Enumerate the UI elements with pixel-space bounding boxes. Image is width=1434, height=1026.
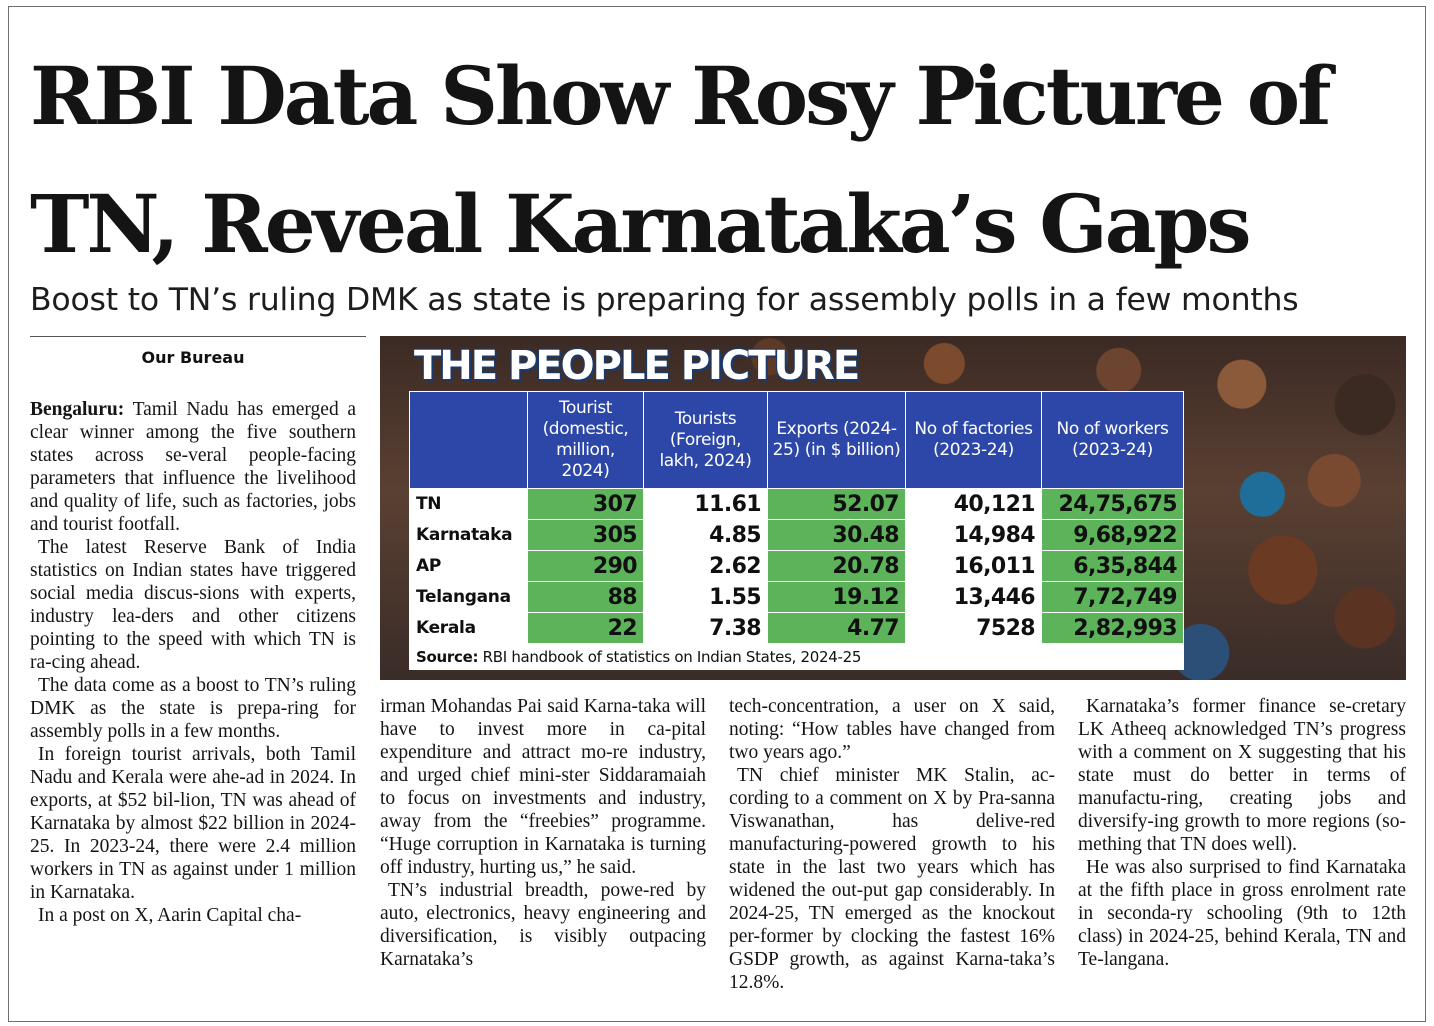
table-row: Telangana 88 1.55 19.12 13,446 7,72,749 bbox=[409, 581, 1184, 613]
table-row: TN 307 11.61 52.07 40,121 24,75,675 bbox=[409, 488, 1184, 520]
column-header: Tourists (Foreign, lakh, 2024) bbox=[643, 391, 768, 489]
table-cell: 4.85 bbox=[643, 519, 768, 551]
page-border bbox=[8, 6, 1426, 1022]
article-paragraph: In a post on X, Aarin Capital cha- bbox=[38, 905, 302, 926]
headline-line-2: TN, Reveal Karnataka’s Gaps bbox=[30, 177, 1252, 271]
column-header bbox=[409, 391, 528, 489]
table-row: Karnataka 305 4.85 30.48 14,984 9,68,922 bbox=[409, 519, 1184, 551]
state-cell: Karnataka bbox=[409, 519, 528, 551]
article-paragraph: In foreign tourist arrivals, both Tamil … bbox=[30, 744, 356, 903]
state-cell: Telangana bbox=[409, 581, 528, 613]
table-cell: 2,82,993 bbox=[1041, 612, 1184, 644]
table-row: Kerala 22 7.38 4.77 7528 2,82,993 bbox=[409, 612, 1184, 644]
source-text: RBI handbook of statistics on Indian Sta… bbox=[482, 647, 862, 666]
table-row: AP 290 2.62 20.78 16,011 6,35,844 bbox=[409, 550, 1184, 582]
state-cell: Kerala bbox=[409, 612, 528, 644]
table-cell: 6,35,844 bbox=[1041, 550, 1184, 582]
table-cell: 88 bbox=[527, 581, 644, 613]
article-column-2: irman Mohandas Pai said Karna-taka will … bbox=[380, 695, 706, 971]
column-header: No of factories (2023-24) bbox=[905, 391, 1042, 489]
table-cell: 9,68,922 bbox=[1041, 519, 1184, 551]
table-cell: 40,121 bbox=[905, 488, 1042, 520]
article-paragraph: TN chief minister MK Stalin, ac-cording … bbox=[729, 765, 1055, 993]
table-cell: 2.62 bbox=[643, 550, 768, 582]
table-cell: 307 bbox=[527, 488, 644, 520]
table-cell: 305 bbox=[527, 519, 644, 551]
source-row: Source: RBI handbook of statistics on In… bbox=[409, 643, 1184, 670]
article-paragraph: tech-concentration, a user on X said, no… bbox=[729, 696, 1055, 763]
table-cell: 19.12 bbox=[767, 581, 906, 613]
table-cell: 16,011 bbox=[905, 550, 1042, 582]
article-paragraph: The data come as a boost to TN’s ruling … bbox=[30, 675, 356, 742]
table-cell: 52.07 bbox=[767, 488, 906, 520]
article-paragraph: TN’s industrial breadth, powe-red by aut… bbox=[380, 880, 706, 970]
table-cell: 24,75,675 bbox=[1041, 488, 1184, 520]
paragraph-text: Tamil Nadu has emerged a clear winner am… bbox=[30, 399, 356, 535]
column-header: Tourist (domestic, million, 2024) bbox=[527, 391, 644, 489]
article-column-4: Karnataka’s former finance se-cretary LK… bbox=[1078, 695, 1406, 971]
table-header-row: Tourist (domestic, million, 2024) Touris… bbox=[409, 391, 1184, 489]
byline: Our Bureau bbox=[141, 348, 245, 367]
table-cell: 7,72,749 bbox=[1041, 581, 1184, 613]
article-column-3: tech-concentration, a user on X said, no… bbox=[729, 695, 1055, 994]
source-note: Source: RBI handbook of statistics on In… bbox=[409, 643, 1184, 670]
table-cell: 14,984 bbox=[905, 519, 1042, 551]
state-cell: AP bbox=[409, 550, 528, 582]
article-paragraph: irman Mohandas Pai said Karna-taka will … bbox=[380, 696, 706, 878]
column-header: No of workers (2023-24) bbox=[1041, 391, 1184, 489]
subheadline: Boost to TN’s ruling DMK as state is pre… bbox=[30, 282, 1299, 318]
column-header: Exports (2024-25) (in $ billion) bbox=[767, 391, 906, 489]
divider-rule bbox=[30, 336, 366, 337]
article-paragraph: The latest Reserve Bank of India statist… bbox=[30, 537, 356, 673]
table-cell: 11.61 bbox=[643, 488, 768, 520]
table-cell: 22 bbox=[527, 612, 644, 644]
article-paragraph: Karnataka’s former finance se-cretary LK… bbox=[1078, 696, 1406, 855]
article-column-1: Bengaluru: Tamil Nadu has emerged a clea… bbox=[30, 398, 356, 927]
table-cell: 7.38 bbox=[643, 612, 768, 644]
state-cell: TN bbox=[409, 488, 528, 520]
data-table: Tourist (domestic, million, 2024) Touris… bbox=[409, 391, 1184, 670]
table-cell: 30.48 bbox=[767, 519, 906, 551]
dateline: Bengaluru: bbox=[30, 399, 125, 420]
table-cell: 20.78 bbox=[767, 550, 906, 582]
graphic-title: THE PEOPLE PICTURE bbox=[414, 343, 860, 389]
article-paragraph: Bengaluru: Tamil Nadu has emerged a clea… bbox=[30, 398, 356, 536]
table-cell: 7528 bbox=[905, 612, 1042, 644]
people-picture-graphic: THE PEOPLE PICTURE Tourist (domestic, mi… bbox=[380, 336, 1406, 680]
table-cell: 1.55 bbox=[643, 581, 768, 613]
table-cell: 4.77 bbox=[767, 612, 906, 644]
headline-line-1: RBI Data Show Rosy Picture of bbox=[30, 49, 1332, 143]
article-paragraph: He was also surprised to find Karnataka … bbox=[1078, 857, 1406, 970]
table-cell: 290 bbox=[527, 550, 644, 582]
table-cell: 13,446 bbox=[905, 581, 1042, 613]
source-label: Source: bbox=[416, 647, 479, 666]
